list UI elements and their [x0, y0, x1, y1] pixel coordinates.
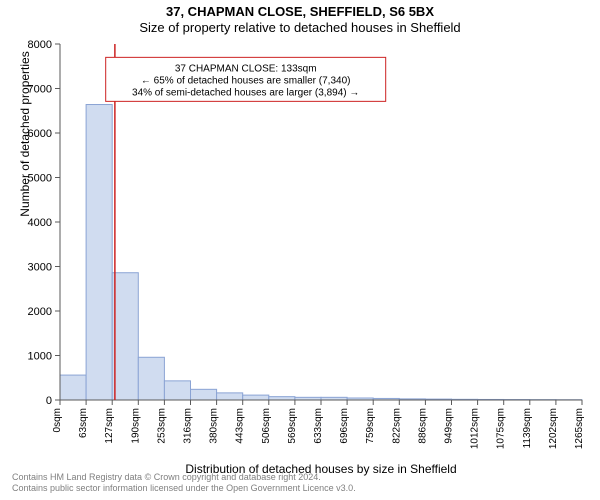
svg-text:3000: 3000	[28, 262, 52, 274]
histogram-bar	[112, 273, 138, 400]
svg-text:5000: 5000	[28, 173, 52, 185]
svg-text:7000: 7000	[28, 84, 52, 96]
svg-text:1139sqm: 1139sqm	[522, 408, 533, 448]
svg-text:253sqm: 253sqm	[156, 408, 167, 444]
histogram-bar	[60, 375, 86, 400]
histogram-bar	[269, 397, 295, 400]
svg-text:1265sqm: 1265sqm	[574, 408, 585, 449]
svg-text:822sqm: 822sqm	[391, 408, 402, 444]
svg-text:8000: 8000	[28, 39, 52, 51]
svg-text:4000: 4000	[28, 217, 52, 229]
histogram-bar	[164, 381, 190, 400]
histogram-bar	[191, 389, 217, 400]
histogram-bar	[243, 395, 269, 400]
svg-text:886sqm: 886sqm	[417, 408, 428, 444]
svg-text:1202sqm: 1202sqm	[548, 408, 559, 449]
footer-line-2: Contains public sector information licen…	[12, 483, 356, 494]
svg-text:633sqm: 633sqm	[313, 408, 324, 444]
svg-text:1075sqm: 1075sqm	[496, 408, 507, 449]
svg-text:190sqm: 190sqm	[130, 408, 141, 444]
svg-text:506sqm: 506sqm	[261, 408, 272, 444]
svg-text:1012sqm: 1012sqm	[470, 408, 481, 449]
svg-text:759sqm: 759sqm	[365, 408, 376, 444]
svg-text:0sqm: 0sqm	[52, 408, 63, 432]
footer-line-1: Contains HM Land Registry data © Crown c…	[12, 472, 356, 483]
histogram-bar	[138, 357, 164, 400]
svg-text:2000: 2000	[28, 306, 52, 318]
svg-text:316sqm: 316sqm	[183, 408, 194, 444]
svg-text:0: 0	[46, 395, 52, 407]
svg-text:127sqm: 127sqm	[104, 408, 115, 444]
svg-text:63sqm: 63sqm	[78, 408, 89, 438]
histogram-chart: 0 1000 2000 3000 4000 5000 6000 7000 8000 0sqm 63s…	[0, 0, 600, 500]
histogram-bar	[86, 105, 112, 400]
svg-text:443sqm: 443sqm	[235, 408, 246, 444]
svg-text:949sqm: 949sqm	[444, 408, 455, 444]
svg-text:569sqm: 569sqm	[287, 408, 298, 444]
svg-text:1000: 1000	[28, 351, 52, 363]
svg-text:6000: 6000	[28, 128, 52, 140]
svg-text:380sqm: 380sqm	[209, 408, 220, 444]
svg-text:696sqm: 696sqm	[339, 408, 350, 444]
annotation-text: 37 CHAPMAN CLOSE: 133sqm	[175, 64, 317, 75]
histogram-bar	[217, 393, 243, 400]
annotation-text: 34% of semi-detached houses are larger (…	[132, 88, 359, 99]
annotation-text: ← 65% of detached houses are smaller (7,…	[141, 76, 351, 87]
